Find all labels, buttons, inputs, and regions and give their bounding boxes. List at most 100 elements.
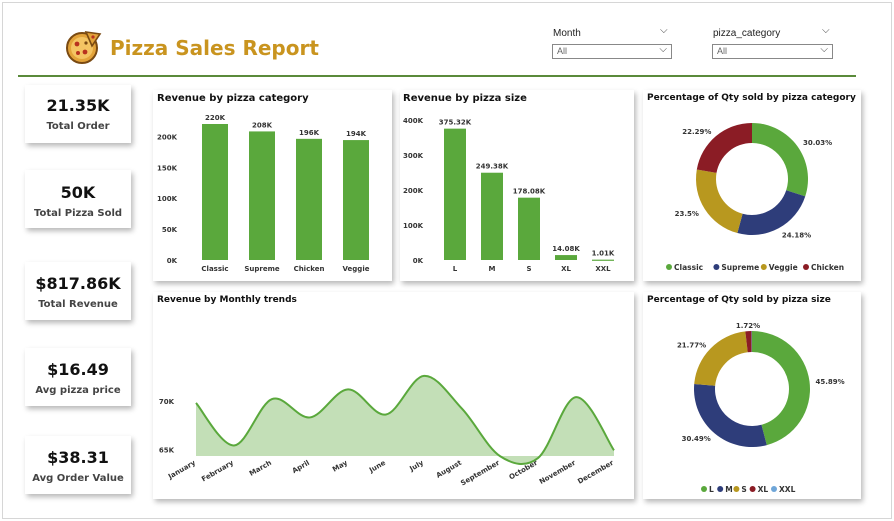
legend-marker xyxy=(701,486,707,492)
x-tick-label: Supreme xyxy=(244,265,280,273)
chart-card-qty-by-size: Percentage of Qty sold by pizza size 45.… xyxy=(643,292,861,499)
pie-slice xyxy=(696,123,752,173)
legend-label: XL xyxy=(758,485,769,494)
kpi-card-total-pizza-sold: 50K Total Pizza Sold xyxy=(25,170,131,228)
pizza-icon xyxy=(66,31,102,64)
x-tick-label: January xyxy=(166,459,197,482)
month-dropdown-value: All xyxy=(557,46,568,56)
slice-label: 30.03% xyxy=(803,139,832,147)
legend-label: L xyxy=(709,485,714,494)
category-slicer[interactable]: pizza_category ⌵ All ⌵ xyxy=(712,25,833,63)
chevron-down-icon: ⌵ xyxy=(659,44,667,55)
legend-label: Chicken xyxy=(811,263,844,272)
x-tick-label: July xyxy=(408,459,426,474)
chart-title: Percentage of Qty sold by pizza size xyxy=(647,295,831,305)
y-tick-label: 70K xyxy=(159,398,175,406)
legend-marker xyxy=(713,264,720,270)
bar xyxy=(296,138,322,260)
legend-marker xyxy=(733,486,740,492)
kpi-label: Total Pizza Sold xyxy=(33,208,123,219)
area-fill xyxy=(196,375,614,464)
slice-label: 23.5% xyxy=(675,210,699,218)
data-label: 196K xyxy=(299,129,320,137)
chart-card-revenue-by-size: Revenue by pizza size 0K 100K 200K 300K 400K… xyxy=(400,90,634,281)
legend-label: Veggie xyxy=(769,263,798,272)
x-tick-label: S xyxy=(526,265,531,273)
chart-card-qty-by-category: Percentage of Qty sold by pizza category… xyxy=(643,90,861,281)
x-tick-label: Chicken xyxy=(294,265,325,273)
legend-label: Classic xyxy=(674,263,703,272)
bar xyxy=(444,128,466,260)
legend-marker xyxy=(717,486,724,492)
slice-label: 22.29% xyxy=(682,128,711,136)
data-label: 375.32K xyxy=(439,119,472,127)
x-tick-label: September xyxy=(459,459,501,488)
y-tick-label: 50K xyxy=(162,226,178,234)
category-dropdown-value: All xyxy=(717,46,728,56)
y-tick-label: 0K xyxy=(413,257,424,265)
y-tick-label: 100K xyxy=(403,222,424,230)
kpi-value: 50K xyxy=(60,183,96,202)
bar xyxy=(592,259,614,261)
chevron-down-icon: ⌵ xyxy=(820,44,828,55)
category-slicer-label: pizza_category xyxy=(713,28,781,39)
kpi-label: Total Order xyxy=(46,121,110,132)
kpi-label: Avg pizza price xyxy=(35,385,121,396)
legend-label: M xyxy=(725,485,732,494)
chart-title: Revenue by pizza category xyxy=(157,93,309,104)
x-tick-label: May xyxy=(331,459,349,474)
y-tick-label: 100K xyxy=(157,195,178,203)
collapse-chevron-icon[interactable]: ⌵ xyxy=(660,25,668,36)
bar-chart-revenue-by-size: 0K 100K 200K 300K 400K 375.32K L 249.38K M 178.08… xyxy=(403,117,615,273)
data-label: 14.08K xyxy=(552,245,580,253)
x-tick-label: November xyxy=(538,459,578,486)
data-label: 208K xyxy=(252,121,273,129)
donut-chart-qty-by-size: 45.89% 30.49% 21.77% 1.72% L M S XL XXL xyxy=(677,322,845,494)
data-label: 220K xyxy=(205,114,226,122)
x-tick-label: December xyxy=(576,459,615,486)
collapse-chevron-icon[interactable]: ⌵ xyxy=(822,25,830,36)
month-dropdown[interactable]: All ⌵ xyxy=(552,44,672,59)
legend-marker xyxy=(666,264,672,270)
bar xyxy=(518,197,540,260)
x-tick-label: Classic xyxy=(201,265,228,273)
legend-marker xyxy=(803,264,809,270)
bar xyxy=(202,124,228,260)
y-tick-label: 300K xyxy=(403,152,424,160)
pie-slice xyxy=(696,169,743,234)
x-tick-label: February xyxy=(200,459,235,484)
x-tick-label: August xyxy=(435,458,464,479)
legend-marker xyxy=(760,264,767,270)
y-tick-label: 400K xyxy=(403,117,424,125)
pie-slice xyxy=(745,331,752,353)
month-slicer[interactable]: Month ⌵ All ⌵ xyxy=(552,25,672,63)
x-tick-label: April xyxy=(291,459,311,475)
slice-label: 45.89% xyxy=(815,378,844,386)
y-tick-label: 200K xyxy=(157,133,178,141)
bar xyxy=(343,140,369,260)
y-tick-label: 0K xyxy=(167,257,178,265)
area-chart-monthly-trends: 65K 70K January February March April May June Ju… xyxy=(159,374,615,488)
y-tick-label: 150K xyxy=(157,164,178,172)
slice-label: 30.49% xyxy=(682,435,711,443)
y-tick-label: 65K xyxy=(159,446,175,454)
data-label: 194K xyxy=(346,130,367,138)
kpi-label: Avg Order Value xyxy=(32,473,124,484)
donut-chart-qty-by-category: 30.03% 24.18% 23.5% 22.29% Classic Supreme Veg… xyxy=(666,123,844,272)
kpi-label: Total Revenue xyxy=(38,299,118,310)
data-label: 178.08K xyxy=(513,188,546,196)
pie-slice xyxy=(694,383,767,447)
chart-title: Revenue by Monthly trends xyxy=(157,295,297,305)
data-label: 249.38K xyxy=(476,163,509,171)
legend-label: S xyxy=(741,485,746,494)
bar xyxy=(481,172,503,260)
category-dropdown[interactable]: All ⌵ xyxy=(712,44,833,59)
x-tick-label: L xyxy=(453,265,458,273)
kpi-value: $817.86K xyxy=(35,274,121,293)
chart-card-monthly-trends: Revenue by Monthly trends 65K 70K January F… xyxy=(153,292,634,499)
chart-title: Revenue by pizza size xyxy=(403,93,527,104)
x-tick-label: Veggie xyxy=(343,265,370,273)
pie-slice xyxy=(737,190,806,235)
header-divider xyxy=(18,75,856,77)
kpi-value: $16.49 xyxy=(47,360,109,379)
